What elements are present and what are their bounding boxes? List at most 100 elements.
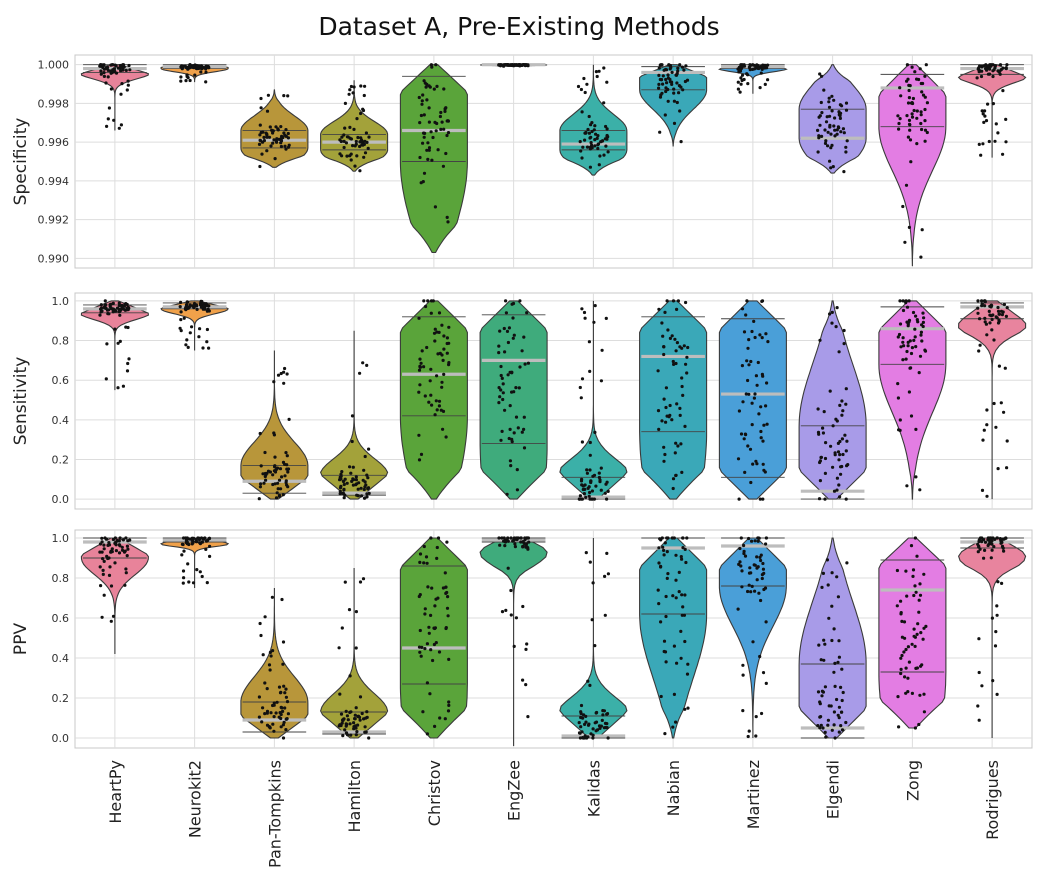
- data-point: [359, 140, 363, 144]
- data-point: [200, 574, 204, 579]
- data-point: [345, 135, 349, 139]
- data-point: [125, 369, 130, 373]
- data-point: [588, 560, 592, 564]
- data-point: [906, 344, 910, 348]
- data-point: [279, 125, 283, 129]
- data-point: [277, 478, 282, 482]
- data-point: [1005, 63, 1009, 67]
- data-point: [828, 123, 832, 127]
- data-point: [913, 70, 917, 74]
- data-point: [900, 619, 904, 624]
- data-point: [761, 439, 765, 443]
- data-point: [656, 369, 660, 373]
- data-point: [664, 614, 668, 619]
- data-point: [345, 733, 350, 737]
- data-point: [428, 692, 432, 696]
- data-point: [260, 720, 264, 724]
- data-point: [899, 599, 903, 603]
- data-point: [591, 736, 595, 740]
- data-point: [512, 431, 516, 435]
- data-point: [839, 710, 844, 714]
- data-point: [605, 133, 609, 138]
- data-point: [679, 629, 683, 634]
- data-point: [595, 74, 599, 79]
- data-point: [598, 154, 602, 158]
- data-point: [743, 470, 747, 474]
- data-point: [657, 66, 661, 70]
- data-point: [841, 690, 845, 695]
- data-point: [1005, 466, 1009, 470]
- data-point: [826, 130, 830, 134]
- data-point: [901, 308, 906, 313]
- data-point: [901, 340, 905, 344]
- data-point: [763, 470, 767, 474]
- data-point: [911, 574, 915, 579]
- data-point: [667, 415, 671, 419]
- data-point: [259, 106, 263, 110]
- data-point: [519, 536, 523, 540]
- data-point: [595, 728, 600, 732]
- data-point: [349, 158, 353, 162]
- data-point: [978, 547, 982, 551]
- data-point: [760, 299, 764, 303]
- data-point: [818, 459, 823, 463]
- data-point: [343, 728, 347, 732]
- data-point: [984, 67, 988, 71]
- data-point: [102, 547, 106, 551]
- data-point: [511, 336, 515, 340]
- data-point: [604, 144, 608, 148]
- data-point: [198, 542, 202, 546]
- data-point: [514, 386, 518, 390]
- data-point: [343, 126, 347, 130]
- data-point: [361, 108, 366, 113]
- data-point: [666, 99, 670, 103]
- data-point: [361, 143, 365, 147]
- data-point: [902, 344, 906, 348]
- data-point: [511, 316, 515, 320]
- data-point: [284, 687, 288, 691]
- data-point: [499, 438, 503, 442]
- data-point: [738, 69, 743, 73]
- data-point: [747, 536, 751, 541]
- data-point: [500, 536, 504, 540]
- data-point: [737, 409, 742, 413]
- data-point: [760, 336, 764, 340]
- data-point: [685, 355, 689, 359]
- data-point: [905, 305, 910, 309]
- data-point: [262, 135, 266, 139]
- data-point: [282, 94, 286, 98]
- data-point: [441, 427, 445, 431]
- data-point: [976, 704, 980, 708]
- data-point: [739, 536, 743, 540]
- data-point: [281, 662, 285, 666]
- data-point: [207, 346, 211, 350]
- data-point: [499, 373, 503, 378]
- violin-neurokit2: [160, 300, 229, 351]
- data-point: [513, 63, 517, 67]
- data-point: [666, 328, 670, 332]
- data-point: [101, 557, 105, 561]
- data-point: [446, 614, 450, 618]
- data-point: [503, 408, 507, 412]
- data-point: [442, 347, 446, 351]
- data-point: [501, 382, 505, 386]
- data-point: [838, 116, 843, 120]
- violin-kalidas: [559, 64, 628, 176]
- data-point: [905, 594, 909, 598]
- data-point: [281, 493, 285, 497]
- data-point: [910, 65, 914, 69]
- data-point: [126, 361, 130, 366]
- data-point: [126, 539, 130, 543]
- data-point: [204, 64, 208, 68]
- data-point: [977, 66, 981, 70]
- data-point: [756, 565, 760, 569]
- data-point: [605, 497, 609, 501]
- data-point: [686, 345, 690, 350]
- data-point: [509, 613, 513, 617]
- violin-kalidas: [559, 300, 628, 500]
- y-tick-label: 0.4: [52, 652, 70, 665]
- data-point: [674, 596, 678, 600]
- data-point: [1001, 152, 1005, 156]
- data-point: [683, 593, 687, 597]
- data-point: [923, 119, 927, 123]
